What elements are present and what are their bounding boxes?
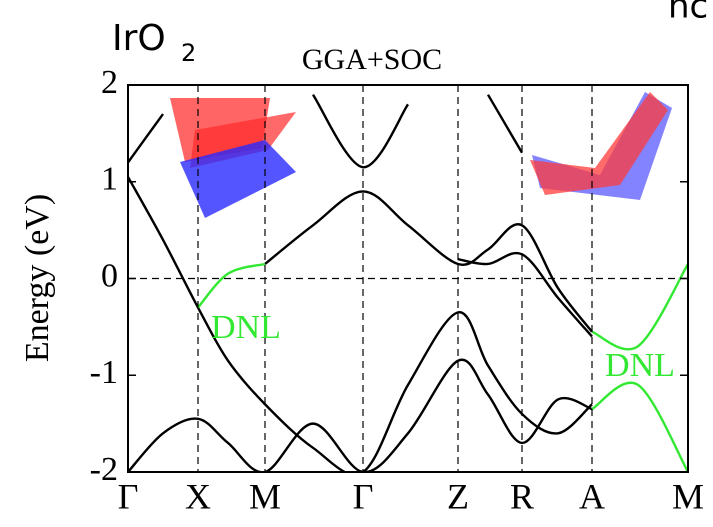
insets <box>170 92 672 218</box>
chart-title: GGA+SOC <box>302 43 442 76</box>
y-tick-label: -2 <box>90 451 118 488</box>
x-tick-label: A <box>579 476 605 516</box>
x-tick-label: M <box>249 476 281 516</box>
x-tick-label: Γ <box>353 476 374 516</box>
band-line <box>591 381 688 472</box>
panel-label: IrO <box>112 18 166 59</box>
x-tick-label: R <box>510 476 534 516</box>
y-tick-label: 1 <box>101 161 118 198</box>
band-line <box>264 190 593 333</box>
band-line <box>486 94 524 154</box>
panel-label-subscript: 2 <box>181 39 196 67</box>
band-line <box>311 93 410 169</box>
inset-surface <box>530 92 668 195</box>
band-line <box>128 113 164 164</box>
inset-surface <box>180 140 296 218</box>
band-line <box>128 358 593 472</box>
x-tick-label: Z <box>447 476 469 516</box>
x-tick-label: Γ <box>118 476 139 516</box>
band-line <box>591 263 688 351</box>
annotation: DNL <box>211 309 281 346</box>
x-tick-label: M <box>672 476 704 516</box>
band-line <box>457 251 593 338</box>
corner-text: nc <box>668 0 708 27</box>
x-tick-label: X <box>185 476 211 516</box>
y-tick-label: 0 <box>101 257 118 294</box>
y-axis-label: Energy (eV) <box>19 194 56 362</box>
y-tick-label: 2 <box>101 64 118 101</box>
y-tick-label: -1 <box>90 354 118 391</box>
annotation: DNL <box>605 347 675 384</box>
band-line <box>197 262 266 309</box>
